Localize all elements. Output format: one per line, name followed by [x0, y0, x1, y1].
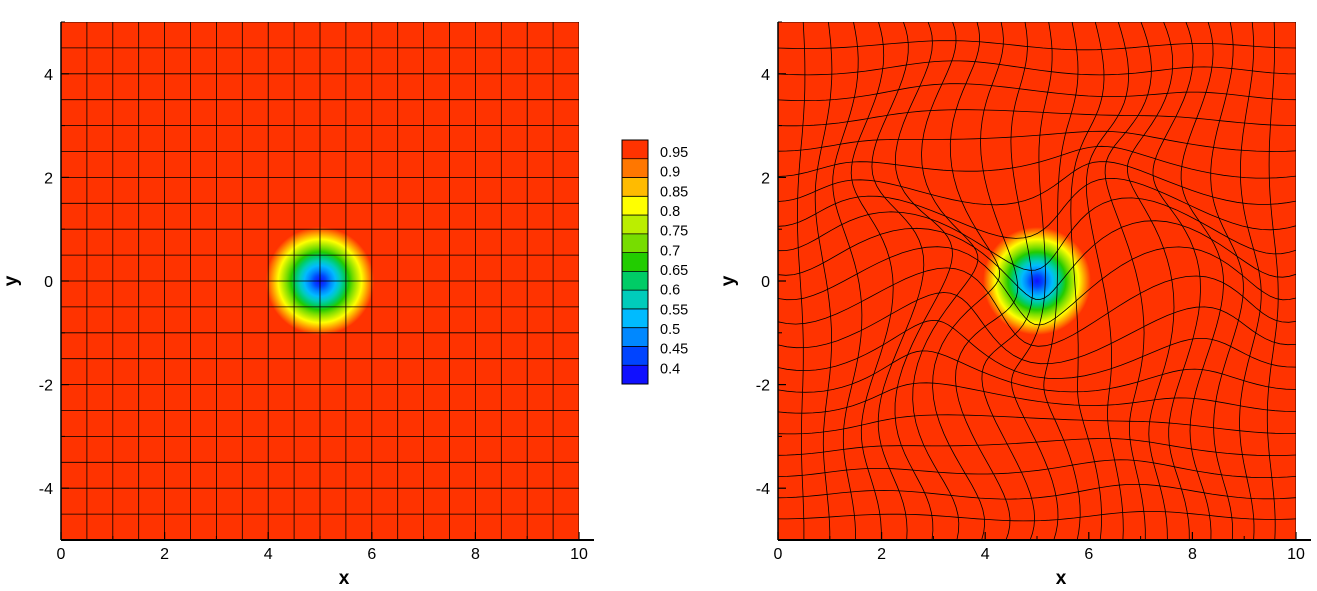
colorbar-label: 0.95 — [660, 145, 688, 161]
y-tick-label: 0 — [44, 274, 53, 291]
colorbar-band — [622, 140, 648, 160]
right-x-axis-title: x — [1056, 568, 1067, 589]
colorbar-band — [622, 196, 648, 216]
colorbar-band — [622, 308, 648, 329]
mesh-line — [778, 292, 1296, 365]
mesh-line — [1070, 22, 1105, 540]
mesh-line — [1210, 22, 1244, 540]
colorbar-label: 0.9 — [660, 165, 680, 181]
mesh-line — [1126, 22, 1175, 540]
y-tick-label: 4 — [761, 67, 770, 84]
colorbar-band — [622, 271, 648, 291]
colorbar-band — [622, 177, 648, 197]
colorbar-band — [622, 233, 648, 254]
left-y-axis-title: y — [1, 275, 22, 286]
x-tick-label: 4 — [981, 546, 990, 563]
colorbar-band — [622, 327, 648, 347]
left-axes: 0 2 4 6 8 10 -4 -2 0 2 4 — [39, 21, 594, 563]
mesh-line — [1239, 22, 1262, 540]
y-tick-label: -4 — [756, 481, 770, 498]
right-y-axis-title: y — [718, 275, 739, 286]
x-tick-label: 2 — [877, 546, 886, 563]
colorbar-band — [622, 252, 648, 272]
mesh-line — [778, 246, 1296, 326]
y-tick-label: -2 — [39, 378, 53, 395]
x-tick-label: 0 — [57, 546, 66, 563]
right-axes: 0 2 4 6 8 10 -4 -2 0 2 4 — [756, 21, 1311, 563]
x-tick-label: 6 — [367, 546, 376, 563]
mesh-line — [778, 438, 1296, 457]
right-contour-plot: 0 2 4 6 8 10 -4 -2 0 2 4 x y — [718, 21, 1311, 589]
mesh-line — [778, 459, 1296, 479]
x-tick-label: 0 — [774, 546, 783, 563]
mesh-line — [778, 382, 1296, 414]
mesh-line — [778, 319, 1296, 379]
left-cartesian-mesh — [61, 22, 579, 540]
x-tick-label: 6 — [1084, 546, 1093, 563]
right-unstructured-mesh — [778, 22, 1296, 540]
mesh-line — [1266, 22, 1279, 540]
colorbar-label: 0.65 — [660, 263, 688, 279]
colorbar-label: 0.45 — [660, 342, 688, 358]
mesh-line — [778, 414, 1296, 435]
colorbar-band — [622, 290, 648, 310]
colorbar-label: 0.55 — [660, 302, 688, 318]
x-tick-label: 2 — [160, 546, 169, 563]
colorbar-band — [622, 215, 648, 235]
colorbar-label: 0.85 — [660, 184, 688, 200]
y-tick-label: 4 — [44, 67, 53, 84]
mesh-line — [1104, 22, 1152, 540]
y-tick-label: 0 — [761, 274, 770, 291]
mesh-line — [778, 511, 1296, 522]
y-tick-label: -2 — [756, 378, 770, 395]
colorbar-label: 0.8 — [660, 204, 680, 220]
x-tick-label: 4 — [264, 546, 273, 563]
mesh-line — [1180, 22, 1224, 540]
mesh-line — [1043, 22, 1081, 540]
mesh-line — [778, 267, 1296, 347]
left-contour-plot: 0 2 4 6 8 10 -4 -2 0 2 4 x y — [1, 21, 594, 589]
colorbar-band — [622, 346, 648, 366]
colorbar-label: 0.75 — [660, 224, 688, 240]
x-tick-label: 8 — [471, 546, 480, 563]
mesh-line — [1085, 22, 1130, 540]
colorbar-frame — [621, 139, 649, 385]
mesh-line — [1152, 22, 1201, 540]
colorbar-label: 0.6 — [660, 283, 680, 299]
mesh-line — [778, 350, 1296, 393]
x-tick-label: 8 — [1188, 546, 1197, 563]
y-tick-label: -4 — [39, 481, 53, 498]
colorbar-label: 0.5 — [660, 322, 680, 338]
x-tick-label: 10 — [570, 546, 588, 563]
colorbar-band — [622, 158, 648, 179]
colorbar-label: 0.4 — [660, 361, 680, 377]
x-tick-label: 10 — [1287, 546, 1305, 563]
mesh-line — [778, 484, 1296, 500]
colorbar-band — [622, 365, 648, 385]
y-tick-label: 2 — [44, 170, 53, 187]
colorbar-label: 0.7 — [660, 243, 680, 259]
y-tick-label: 2 — [761, 170, 770, 187]
colorbar: 0.95 0.9 0.85 0.8 0.75 0.7 0.65 0.6 0.55 0.5 0.45 0… — [621, 139, 688, 385]
left-x-axis-title: x — [339, 568, 350, 589]
